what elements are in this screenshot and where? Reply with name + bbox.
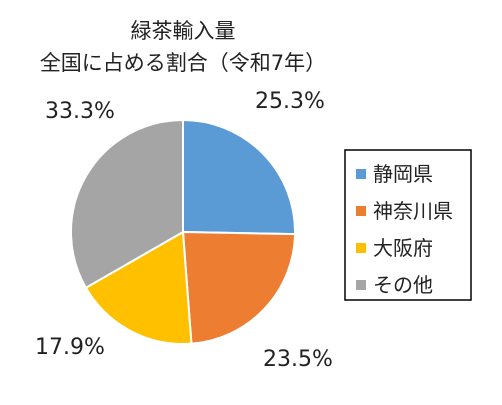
slice-value-label: 23.5% <box>263 347 333 372</box>
pie-slice <box>182 118 296 236</box>
legend-label: 大阪府 <box>373 236 433 260</box>
chart-title-line-2: 全国に占める割合（令和7年） <box>40 51 326 75</box>
pie-labels: 25.3% 23.5% 17.9% 33.3% <box>35 89 333 372</box>
slice-value-label: 33.3% <box>45 99 115 124</box>
legend-swatch <box>356 243 366 253</box>
chart-title-line-1: 緑茶輸入量 <box>131 19 236 43</box>
slice-value-label: 17.9% <box>35 335 105 360</box>
legend-label: 静岡県 <box>373 162 433 186</box>
pie-slice <box>70 118 184 290</box>
pie-slices <box>70 118 296 345</box>
legend-label: 神奈川県 <box>373 199 453 223</box>
legend-swatch <box>356 206 366 216</box>
legend-swatch <box>356 169 366 179</box>
pie-slice <box>84 230 193 345</box>
chart-title: 緑茶輸入量 全国に占める割合（令和7年） <box>40 19 326 75</box>
pie-slice <box>181 230 296 345</box>
legend-swatch <box>356 280 366 290</box>
slice-value-label: 25.3% <box>255 89 325 114</box>
legend-label: その他 <box>373 273 433 297</box>
